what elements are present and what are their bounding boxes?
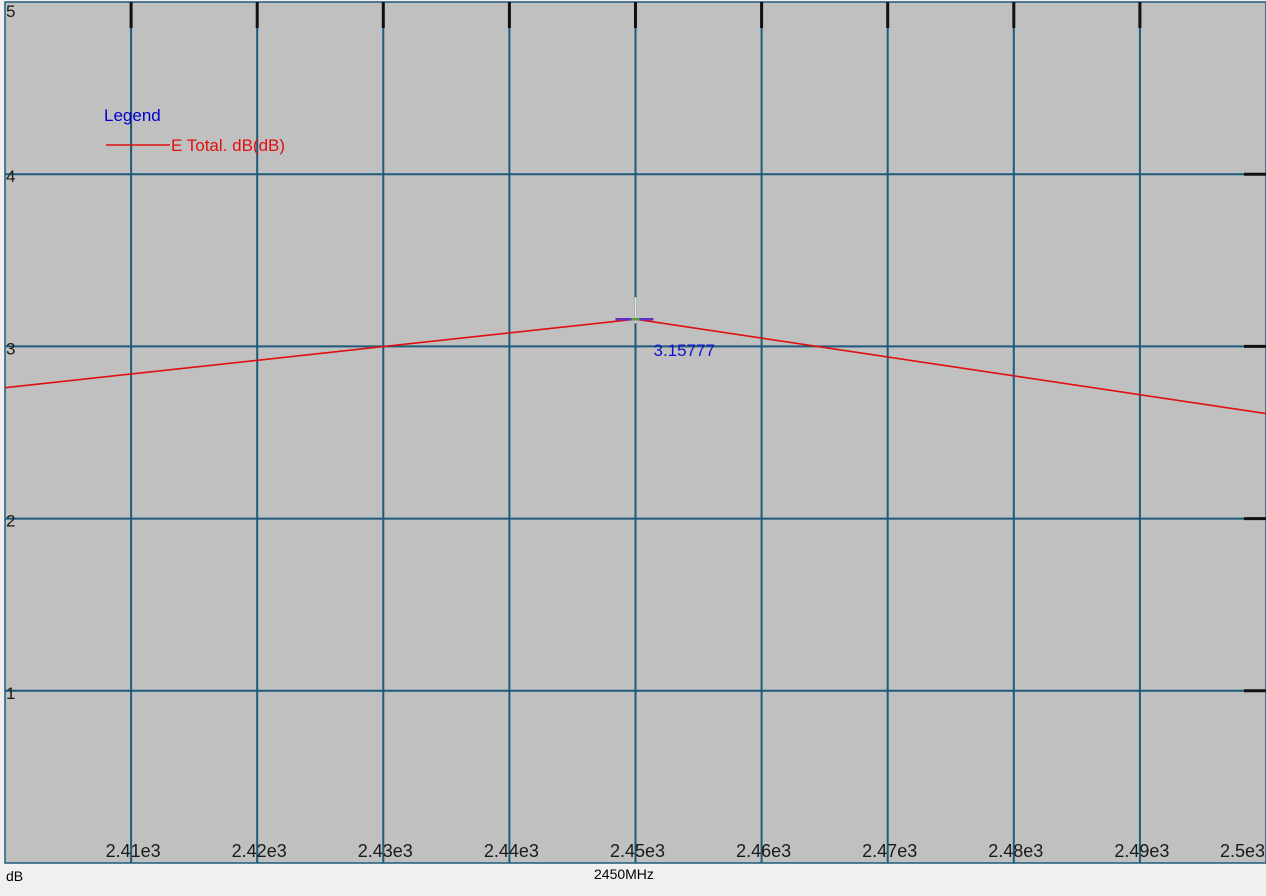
x-tick-label: 2.47e3	[862, 841, 917, 861]
y-tick-label: 3	[6, 339, 15, 358]
legend: Legend E Total. dB(dB)	[104, 106, 285, 155]
x-tick-label: 2.41e3	[106, 841, 161, 861]
x-tick-label: 2.49e3	[1114, 841, 1169, 861]
y-tick-label: 5	[6, 2, 15, 21]
tick-marks	[129, 2, 1266, 693]
x-tick-label: 2.42e3	[232, 841, 287, 861]
marker-value-label: 3.15777	[654, 341, 715, 360]
marker-layer: 3.15777	[615, 297, 715, 360]
y-tick-label: 2	[6, 512, 15, 531]
x-tick-label: 2.43e3	[358, 841, 413, 861]
x-tick-label: 2.44e3	[484, 841, 539, 861]
legend-entry: E Total. dB(dB)	[171, 136, 285, 155]
x-axis: 2.41e3 2.42e3 2.43e3 2.44e3 2.45e3 2.46e3 2.47…	[106, 841, 1265, 861]
legend-title: Legend	[104, 106, 161, 125]
x-tick-label: 2.45e3	[610, 841, 665, 861]
y-axis: 1 2 3 4 5	[6, 2, 15, 703]
grid	[5, 2, 1266, 863]
y-axis-unit-label: dB	[6, 868, 23, 884]
y-tick-label: 1	[6, 684, 15, 703]
x-axis-label: 2450MHz	[594, 866, 654, 882]
x-tick-label: 2.5e3	[1220, 841, 1265, 861]
y-tick-label: 4	[6, 167, 15, 186]
x-tick-label: 2.46e3	[736, 841, 791, 861]
x-tick-label: 2.48e3	[988, 841, 1043, 861]
